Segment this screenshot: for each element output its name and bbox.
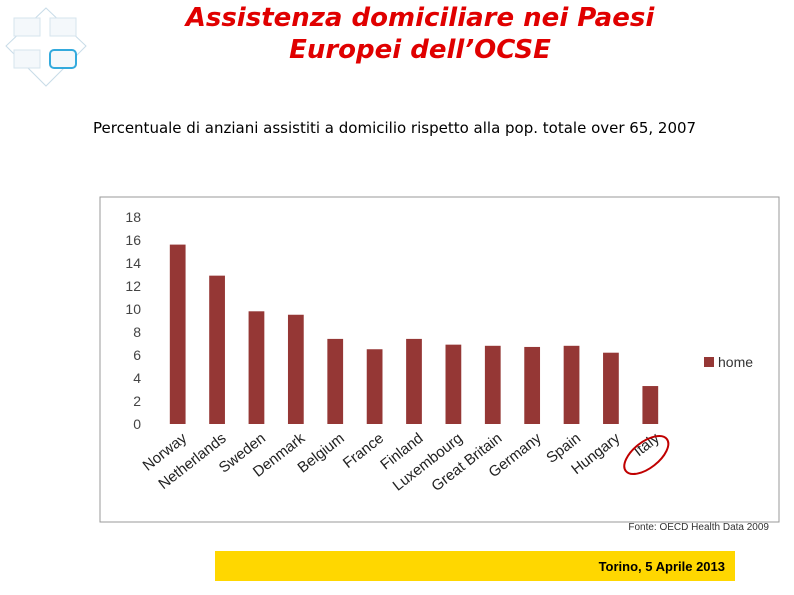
y-tick-label: 18 [125, 209, 141, 225]
highlight-circle [623, 434, 670, 476]
legend-swatch [704, 357, 714, 367]
bar [287, 314, 304, 424]
slide-title: Assistenza domiciliare nei Paesi Europei… [185, 3, 655, 65]
bar [366, 349, 383, 424]
y-tick-label: 10 [125, 301, 141, 317]
bar [209, 275, 225, 424]
bar [642, 386, 659, 424]
y-tick-label: 8 [133, 324, 141, 340]
footer: Torino, 5 Aprile 2013 [215, 551, 735, 581]
chart-subtitle: Percentuale di anziani assistiti a domic… [93, 119, 697, 137]
bar [327, 338, 344, 424]
y-tick-label: 6 [133, 347, 141, 363]
source: Fonte: OECD Health Data 2009 [628, 522, 769, 533]
logo [5, 7, 87, 87]
bar [406, 338, 422, 424]
bar [603, 352, 619, 424]
y-tick-label: 14 [125, 255, 141, 271]
y-tick-label: 0 [133, 416, 141, 432]
y-tick-label: 4 [133, 370, 141, 386]
y-tick-label: 16 [125, 232, 141, 248]
bar [248, 311, 265, 424]
bar [524, 346, 541, 424]
bar [484, 345, 501, 424]
legend-label: home [718, 354, 753, 370]
y-tick-label: 12 [125, 278, 141, 294]
bar [169, 244, 186, 424]
bar [563, 345, 580, 424]
bar [445, 344, 462, 424]
y-tick-label: 2 [133, 393, 141, 409]
